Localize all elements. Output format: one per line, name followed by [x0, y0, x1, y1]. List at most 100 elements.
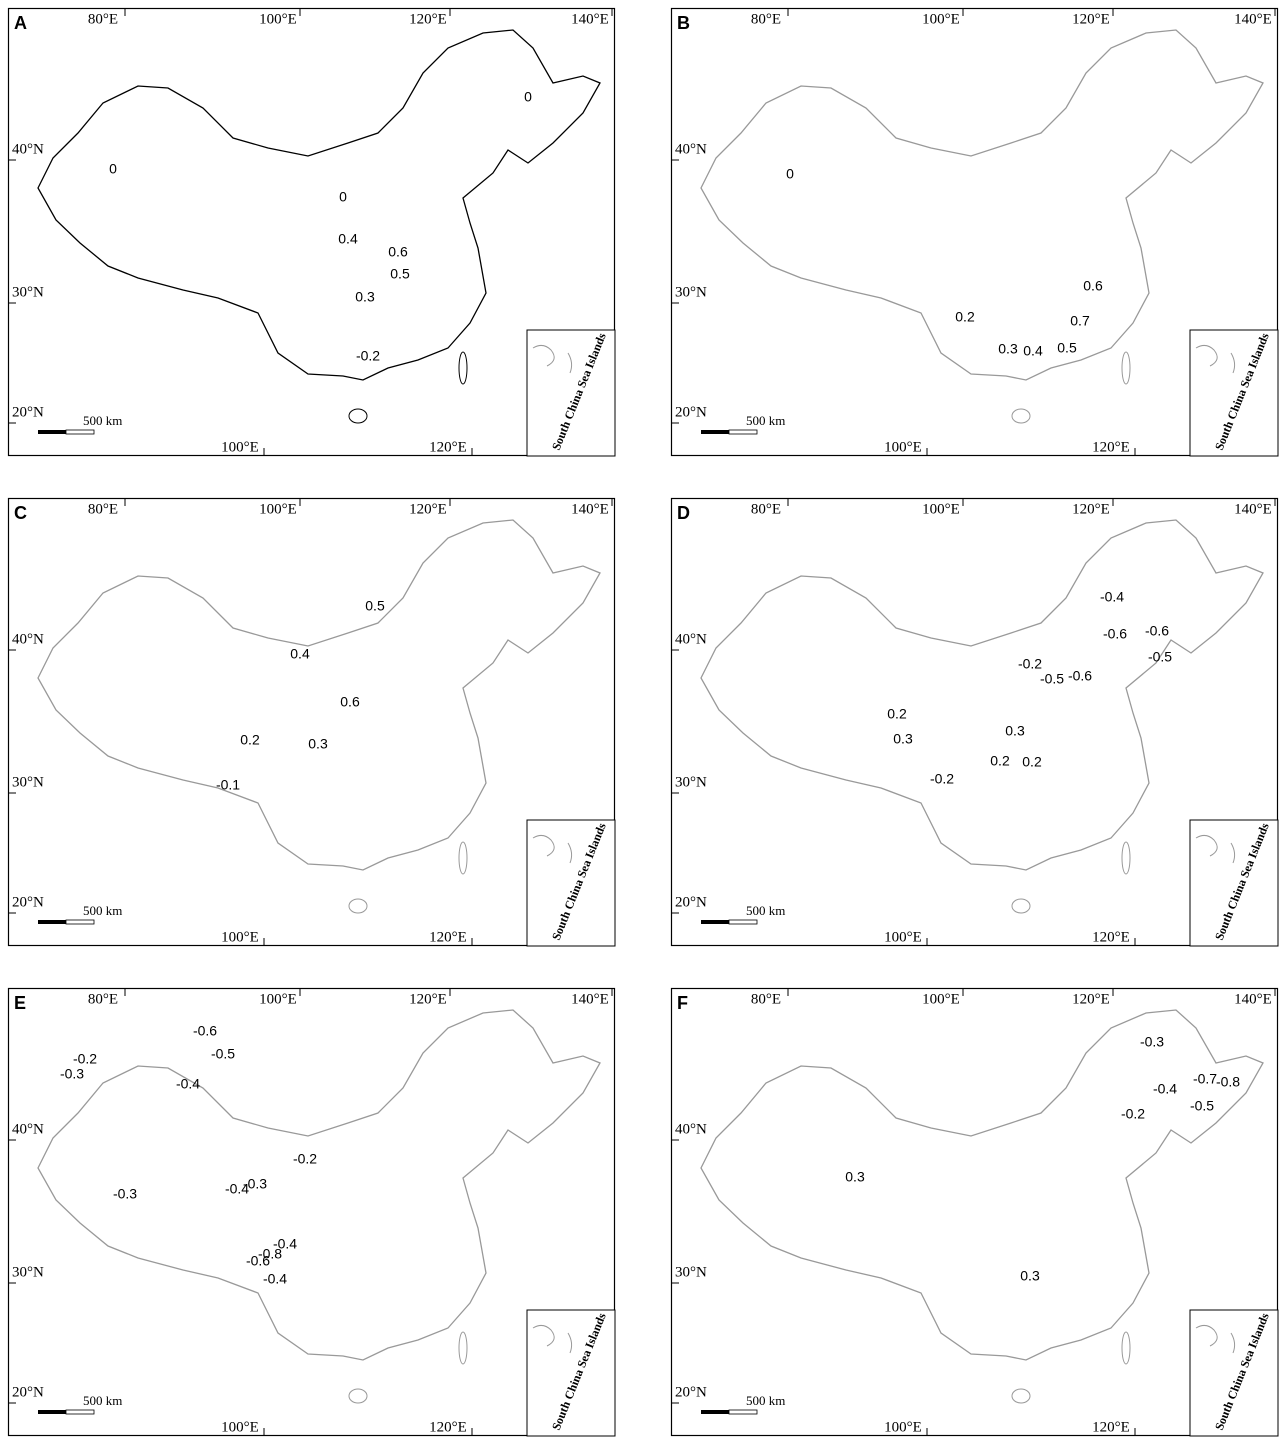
longitude-label: 100°E — [221, 439, 259, 455]
longitude-label: 100°E — [221, 929, 259, 945]
panel-letter: F — [677, 993, 688, 1013]
scale-label: 500 km — [83, 1393, 122, 1408]
contour-label: -0.2 — [356, 348, 380, 364]
map-figure: A80°E100°E120°E140°E100°E120°E40°N30°N20… — [0, 0, 1287, 1438]
longitude-label: 100°E — [884, 439, 922, 455]
contour-label: -0.2 — [293, 1151, 317, 1167]
longitude-label: 80°E — [88, 501, 118, 517]
latitude-label: 40°N — [12, 1121, 44, 1137]
latitude-label: 20°N — [675, 1384, 707, 1400]
contour-label: -0.5 — [1148, 649, 1172, 665]
scale-bar-light — [729, 920, 757, 924]
scale-bar-light — [729, 430, 757, 434]
latitude-label: 30°N — [12, 284, 44, 300]
country-outline — [701, 1010, 1263, 1360]
contour-label: 0.6 — [340, 694, 360, 710]
longitude-label: 100°E — [259, 991, 297, 1007]
panel-letter: B — [677, 13, 690, 33]
contour-label: -0.2 — [930, 771, 954, 787]
contour-label: 0.5 — [390, 266, 410, 282]
scale-label: 500 km — [746, 903, 785, 918]
longitude-label: 120°E — [1072, 991, 1110, 1007]
contour-label: -0.5 — [211, 1046, 235, 1062]
panel-frame — [672, 9, 1278, 456]
contour-label: -0.6 — [246, 1253, 270, 1269]
contour-label: 0.3 — [355, 289, 375, 305]
map-panel: B 80°E 100°E 120°E 140°E 100°E 120°E 40°N 30°N 20… — [671, 8, 1278, 456]
contour-label: 0 — [109, 161, 117, 177]
latitude-label: 20°N — [675, 404, 707, 420]
latitude-label: 40°N — [675, 141, 707, 157]
contour-label: -0.5 — [1040, 671, 1064, 687]
contour-label: -0.1 — [216, 777, 240, 793]
country-outline — [701, 520, 1263, 870]
scale-bar-dark — [701, 920, 729, 924]
latitude-label: 20°N — [12, 894, 44, 910]
panel-frame — [9, 989, 615, 1436]
contour-label: -0.4 — [1153, 1081, 1177, 1097]
longitude-label: 120°E — [1092, 439, 1130, 455]
longitude-label: 80°E — [751, 11, 781, 27]
scale-bar-dark — [701, 430, 729, 434]
scale-label: 500 km — [83, 413, 122, 428]
contour-label: 0.4 — [338, 231, 358, 247]
contour-label: 0.5 — [1057, 340, 1077, 356]
latitude-label: 20°N — [12, 1384, 44, 1400]
contour-label: 0 — [339, 189, 347, 205]
contour-label: -0.6 — [193, 1023, 217, 1039]
longitude-label: 140°E — [1234, 11, 1272, 27]
hainan-island — [1012, 1389, 1030, 1403]
longitude-label: 120°E — [409, 11, 447, 27]
contour-label: -0.2 — [1018, 656, 1042, 672]
contour-label: 0.3 — [1005, 723, 1025, 739]
contour-label: -0.7 — [1193, 1071, 1217, 1087]
contour-label: 0.4 — [290, 646, 310, 662]
latitude-label: 40°N — [12, 631, 44, 647]
figure: A80°E100°E120°E140°E100°E120°E40°N30°N20… — [0, 0, 1287, 1438]
longitude-label: 100°E — [221, 1419, 259, 1435]
longitude-label: 140°E — [1234, 501, 1272, 517]
scale-bar-dark — [38, 430, 66, 434]
longitude-label: 140°E — [571, 11, 609, 27]
longitude-label: 80°E — [88, 991, 118, 1007]
contour-label: -0.4 — [263, 1271, 287, 1287]
longitude-label: 100°E — [884, 1419, 922, 1435]
contour-label: 0.6 — [388, 244, 408, 260]
latitude-label: 30°N — [12, 774, 44, 790]
scale-bar-light — [66, 920, 94, 924]
longitude-label: 140°E — [571, 991, 609, 1007]
hainan-island — [349, 899, 367, 913]
longitude-label: 80°E — [751, 991, 781, 1007]
contour-label: -0.5 — [1190, 1098, 1214, 1114]
scale-bar-dark — [38, 1410, 66, 1414]
scale-label: 500 km — [83, 903, 122, 918]
latitude-label: 30°N — [675, 774, 707, 790]
contour-label: -0.2 — [73, 1051, 97, 1067]
contour-label: 0.2 — [1022, 754, 1042, 770]
contour-label: 0.3 — [1020, 1268, 1040, 1284]
longitude-label: 100°E — [922, 11, 960, 27]
panel-letter: D — [677, 503, 690, 523]
contour-label: 0.2 — [990, 753, 1010, 769]
scale-bar-dark — [38, 920, 66, 924]
contour-label: 0.2 — [955, 309, 975, 325]
contour-label: 0.2 — [240, 732, 260, 748]
contour-label: 0.2 — [887, 706, 907, 722]
taiwan-island — [1122, 1332, 1130, 1364]
contour-label: -0.4 — [1100, 589, 1124, 605]
longitude-label: 120°E — [1072, 11, 1110, 27]
contour-label: 0.5 — [365, 598, 385, 614]
scale-bar-light — [729, 1410, 757, 1414]
contour-label: -0.4 — [176, 1076, 200, 1092]
taiwan-island — [1122, 352, 1130, 384]
latitude-label: 30°N — [675, 284, 707, 300]
taiwan-island — [459, 1332, 467, 1364]
longitude-label: 100°E — [259, 501, 297, 517]
latitude-label: 30°N — [12, 1264, 44, 1280]
panel-letter: C — [14, 503, 27, 523]
hainan-island — [1012, 899, 1030, 913]
contour-label: -0.6 — [1068, 668, 1092, 684]
